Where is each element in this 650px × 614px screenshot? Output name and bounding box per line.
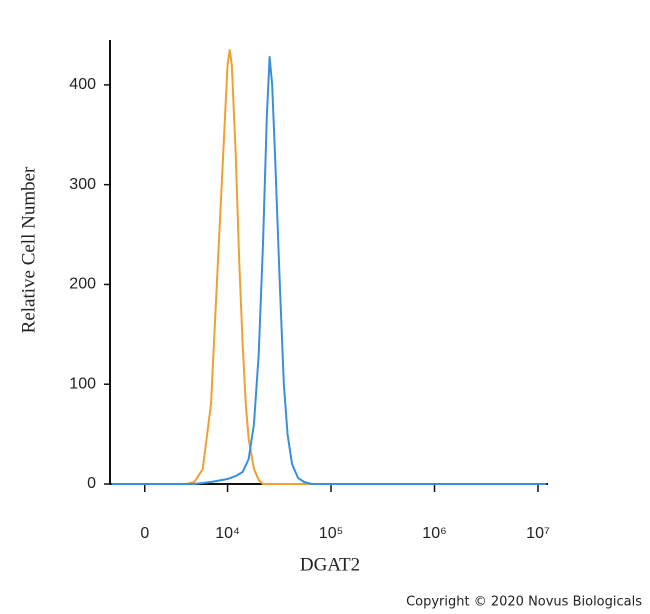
x-tick-label: 10⁶	[422, 525, 446, 542]
y-tick-label: 100	[69, 375, 96, 392]
x-axis-label: DGAT2	[300, 554, 360, 575]
histogram-line	[111, 55, 547, 485]
x-tick-label: 10⁴	[215, 525, 240, 542]
y-tick-label: 200	[69, 276, 96, 293]
y-tick-label: 0	[87, 475, 96, 492]
copyright: Copyright © 2020 Novus Biologicals	[406, 595, 642, 610]
y-tick-label: 300	[69, 176, 96, 193]
histogram-line	[111, 48, 547, 485]
x-tick-label: 10⁵	[319, 525, 343, 542]
x-tick-label: 0	[140, 525, 149, 542]
y-tick-label: 400	[69, 76, 96, 93]
y-axis-label: Relative Cell Number	[18, 166, 39, 333]
x-tick-label: 10⁷	[526, 525, 550, 542]
